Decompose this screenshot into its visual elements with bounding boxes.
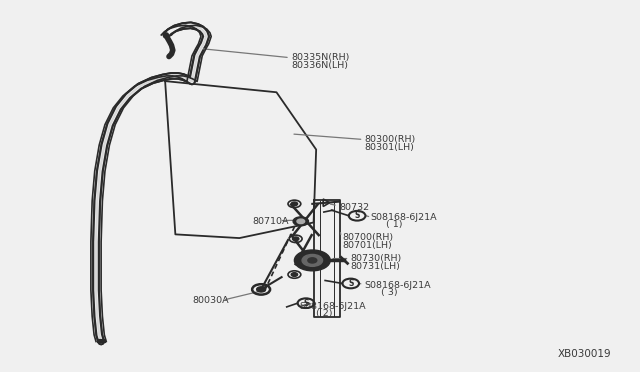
Text: S: S [348,279,353,288]
Text: 80710A: 80710A [253,217,289,226]
Text: ( 3): ( 3) [381,288,397,297]
Text: 80731(LH): 80731(LH) [351,262,401,271]
Text: S: S [303,299,308,308]
Text: 80730(RH): 80730(RH) [351,254,402,263]
Circle shape [257,287,266,292]
Text: ( 1): ( 1) [386,220,403,229]
Text: S08168-6J21A: S08168-6J21A [370,213,436,222]
Text: ( 2): ( 2) [316,310,332,318]
Circle shape [293,217,308,226]
Circle shape [291,202,298,206]
Circle shape [291,273,298,276]
Text: 80030A: 80030A [192,296,228,305]
Text: S08168-6J21A: S08168-6J21A [300,302,366,311]
Text: 80700(RH): 80700(RH) [342,233,394,242]
Text: 80335N(RH): 80335N(RH) [291,53,349,62]
Text: 80701(LH): 80701(LH) [342,241,392,250]
Circle shape [308,258,317,263]
Circle shape [297,219,305,224]
Text: XB030019: XB030019 [558,349,612,359]
Circle shape [292,237,299,241]
Text: 80301(LH): 80301(LH) [365,143,415,152]
Text: 80300(RH): 80300(RH) [365,135,416,144]
Circle shape [294,250,330,271]
Text: S08168-6J21A: S08168-6J21A [365,281,431,290]
Text: 80732: 80732 [339,203,369,212]
Text: S: S [355,211,360,220]
Text: 80336N(LH): 80336N(LH) [291,61,348,70]
Circle shape [302,254,323,266]
